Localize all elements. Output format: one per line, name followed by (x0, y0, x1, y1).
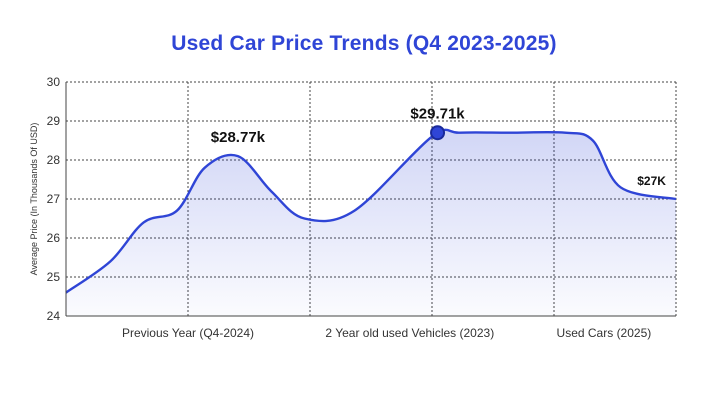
y-tick-label: 25 (47, 270, 61, 284)
y-tick-label: 27 (47, 192, 61, 206)
y-tick-label: 28 (47, 153, 61, 167)
y-tick-label: 26 (47, 231, 61, 245)
series-line (65, 128, 677, 294)
data-label: $28.77k (211, 129, 266, 146)
area-layer (65, 128, 677, 316)
chart-title: Used Car Price Trends (Q4 2023-2025) (171, 32, 557, 55)
data-label: $29.71k (410, 106, 465, 123)
data-label: $27K (637, 174, 666, 188)
y-tick-label: 24 (47, 309, 61, 323)
area-fill (66, 129, 676, 316)
y-tick-label: 29 (47, 114, 61, 128)
peak-marker (430, 125, 446, 141)
x-category-label: Used Cars (2025) (557, 326, 652, 340)
y-axis-label: Average Price (In Thousands Of USD) (29, 123, 39, 276)
axes (65, 82, 676, 317)
y-tick-label: 30 (47, 75, 61, 89)
x-category-label: Previous Year (Q4-2024) (122, 326, 254, 340)
x-category-label: 2 Year old used Vehicles (2023) (325, 326, 494, 340)
labels: 24 25 26 27 28 29 30 $28.77k $29.71k $27K Previous… (29, 75, 666, 340)
